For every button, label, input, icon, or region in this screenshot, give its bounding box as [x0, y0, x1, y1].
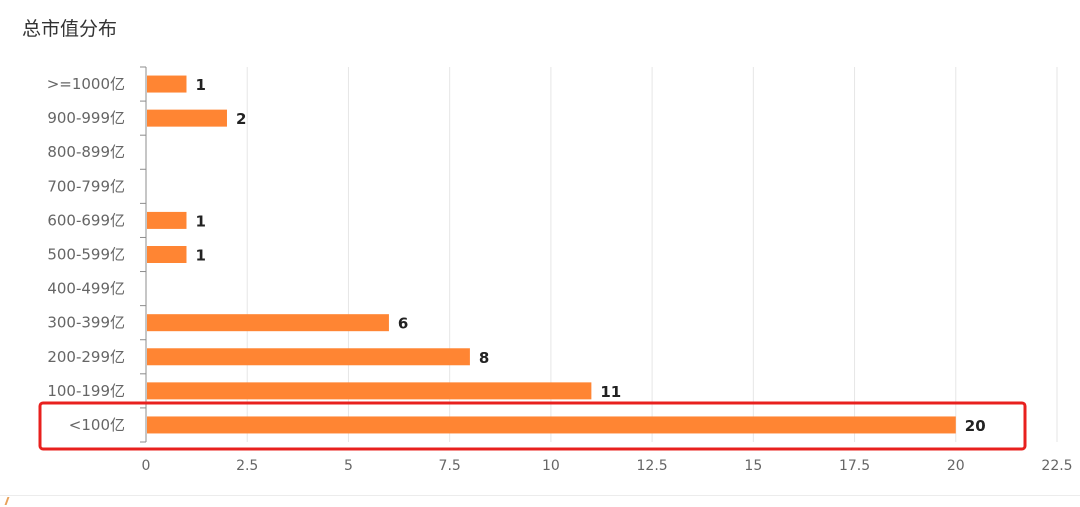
category-label: 700-799亿 — [47, 177, 125, 195]
bars — [147, 75, 956, 434]
value-label: 20 — [965, 417, 986, 435]
x-tick-label: 15 — [744, 458, 762, 474]
x-tick-label: 10 — [542, 458, 560, 474]
category-label: 300-399亿 — [47, 314, 125, 332]
x-tick-label: 0 — [142, 458, 151, 474]
category-label: >=1000亿 — [47, 75, 125, 93]
value-label: 1 — [195, 247, 205, 265]
value-label: 1 — [195, 76, 205, 94]
x-tick-label: 5 — [344, 458, 353, 474]
category-label: 800-899亿 — [47, 143, 125, 161]
category-label: 500-599亿 — [47, 246, 125, 264]
divider — [0, 495, 1080, 496]
x-tick-label: 2.5 — [236, 458, 258, 474]
bar — [147, 314, 389, 332]
chart-title: 总市值分布 — [22, 18, 118, 40]
bar — [147, 109, 227, 127]
highlight-box — [38, 401, 1027, 451]
bar — [147, 75, 187, 93]
bar — [147, 246, 187, 263]
bar — [147, 211, 187, 229]
x-tick-label: 12.5 — [637, 458, 668, 474]
category-label: 600-699亿 — [47, 211, 125, 229]
x-tick-label: 22.5 — [1041, 458, 1072, 474]
value-label: 8 — [479, 349, 489, 367]
category-label: 200-299亿 — [47, 348, 125, 366]
x-tick-label: 7.5 — [439, 458, 461, 474]
value-label: 1 — [195, 212, 205, 230]
value-label: 11 — [600, 383, 621, 401]
value-label: 6 — [398, 315, 408, 333]
category-label: <100亿 — [69, 416, 125, 434]
bar — [147, 416, 956, 434]
axes: 0 2.5 5 7.5 10 12.5 15 17.5 20 22.5 >=1000亿 900-999… — [47, 66, 1073, 474]
grid-lines — [246, 67, 1058, 442]
category-label: 400-499亿 — [47, 280, 125, 298]
highlight — [38, 401, 1027, 451]
x-tick-label: 17.5 — [839, 458, 870, 474]
bar — [147, 348, 470, 366]
x-tick-label: 20 — [947, 458, 965, 474]
category-label: 900-999亿 — [47, 109, 125, 127]
bar — [147, 382, 592, 400]
value-label: 2 — [236, 110, 246, 128]
category-label: 100-199亿 — [47, 382, 125, 400]
